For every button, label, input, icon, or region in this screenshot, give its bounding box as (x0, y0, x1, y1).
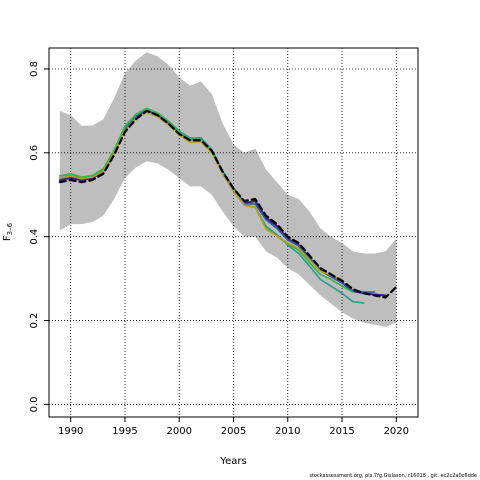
x-tick-label: 2000 (167, 426, 192, 437)
x-tick-label: 2015 (329, 426, 354, 437)
x-tick-label: 2020 (384, 426, 409, 437)
x-tick-label: 2005 (221, 426, 246, 437)
y-axis: 0.0 0.2 0.4 0.6 0.8 (29, 61, 49, 412)
x-axis: 1990 1995 2000 2005 2010 2015 2020 (58, 417, 409, 437)
y-axis-label: F3–6 (2, 222, 14, 241)
footer-credit: stockassessment.org, pls.7fg.Gislason, r… (309, 473, 477, 479)
x-axis-label: Years (219, 456, 246, 467)
series-line-6 (59, 111, 343, 281)
y-axis-label-subscript: 3–6 (6, 222, 14, 235)
series-layer (58, 107, 398, 304)
series-line-1 (58, 109, 398, 299)
y-tick-label: 0.2 (29, 313, 40, 329)
x-tick-label: 1995 (112, 426, 137, 437)
x-tick-label: 2010 (275, 426, 300, 437)
y-tick-label: 0.6 (29, 145, 40, 161)
y-tick-label: 0.4 (29, 229, 40, 245)
x-tick-label: 1990 (58, 426, 83, 437)
y-tick-label: 0.0 (29, 396, 40, 412)
y-axis-label-main: F (2, 235, 13, 241)
y-tick-label: 0.8 (29, 61, 40, 77)
